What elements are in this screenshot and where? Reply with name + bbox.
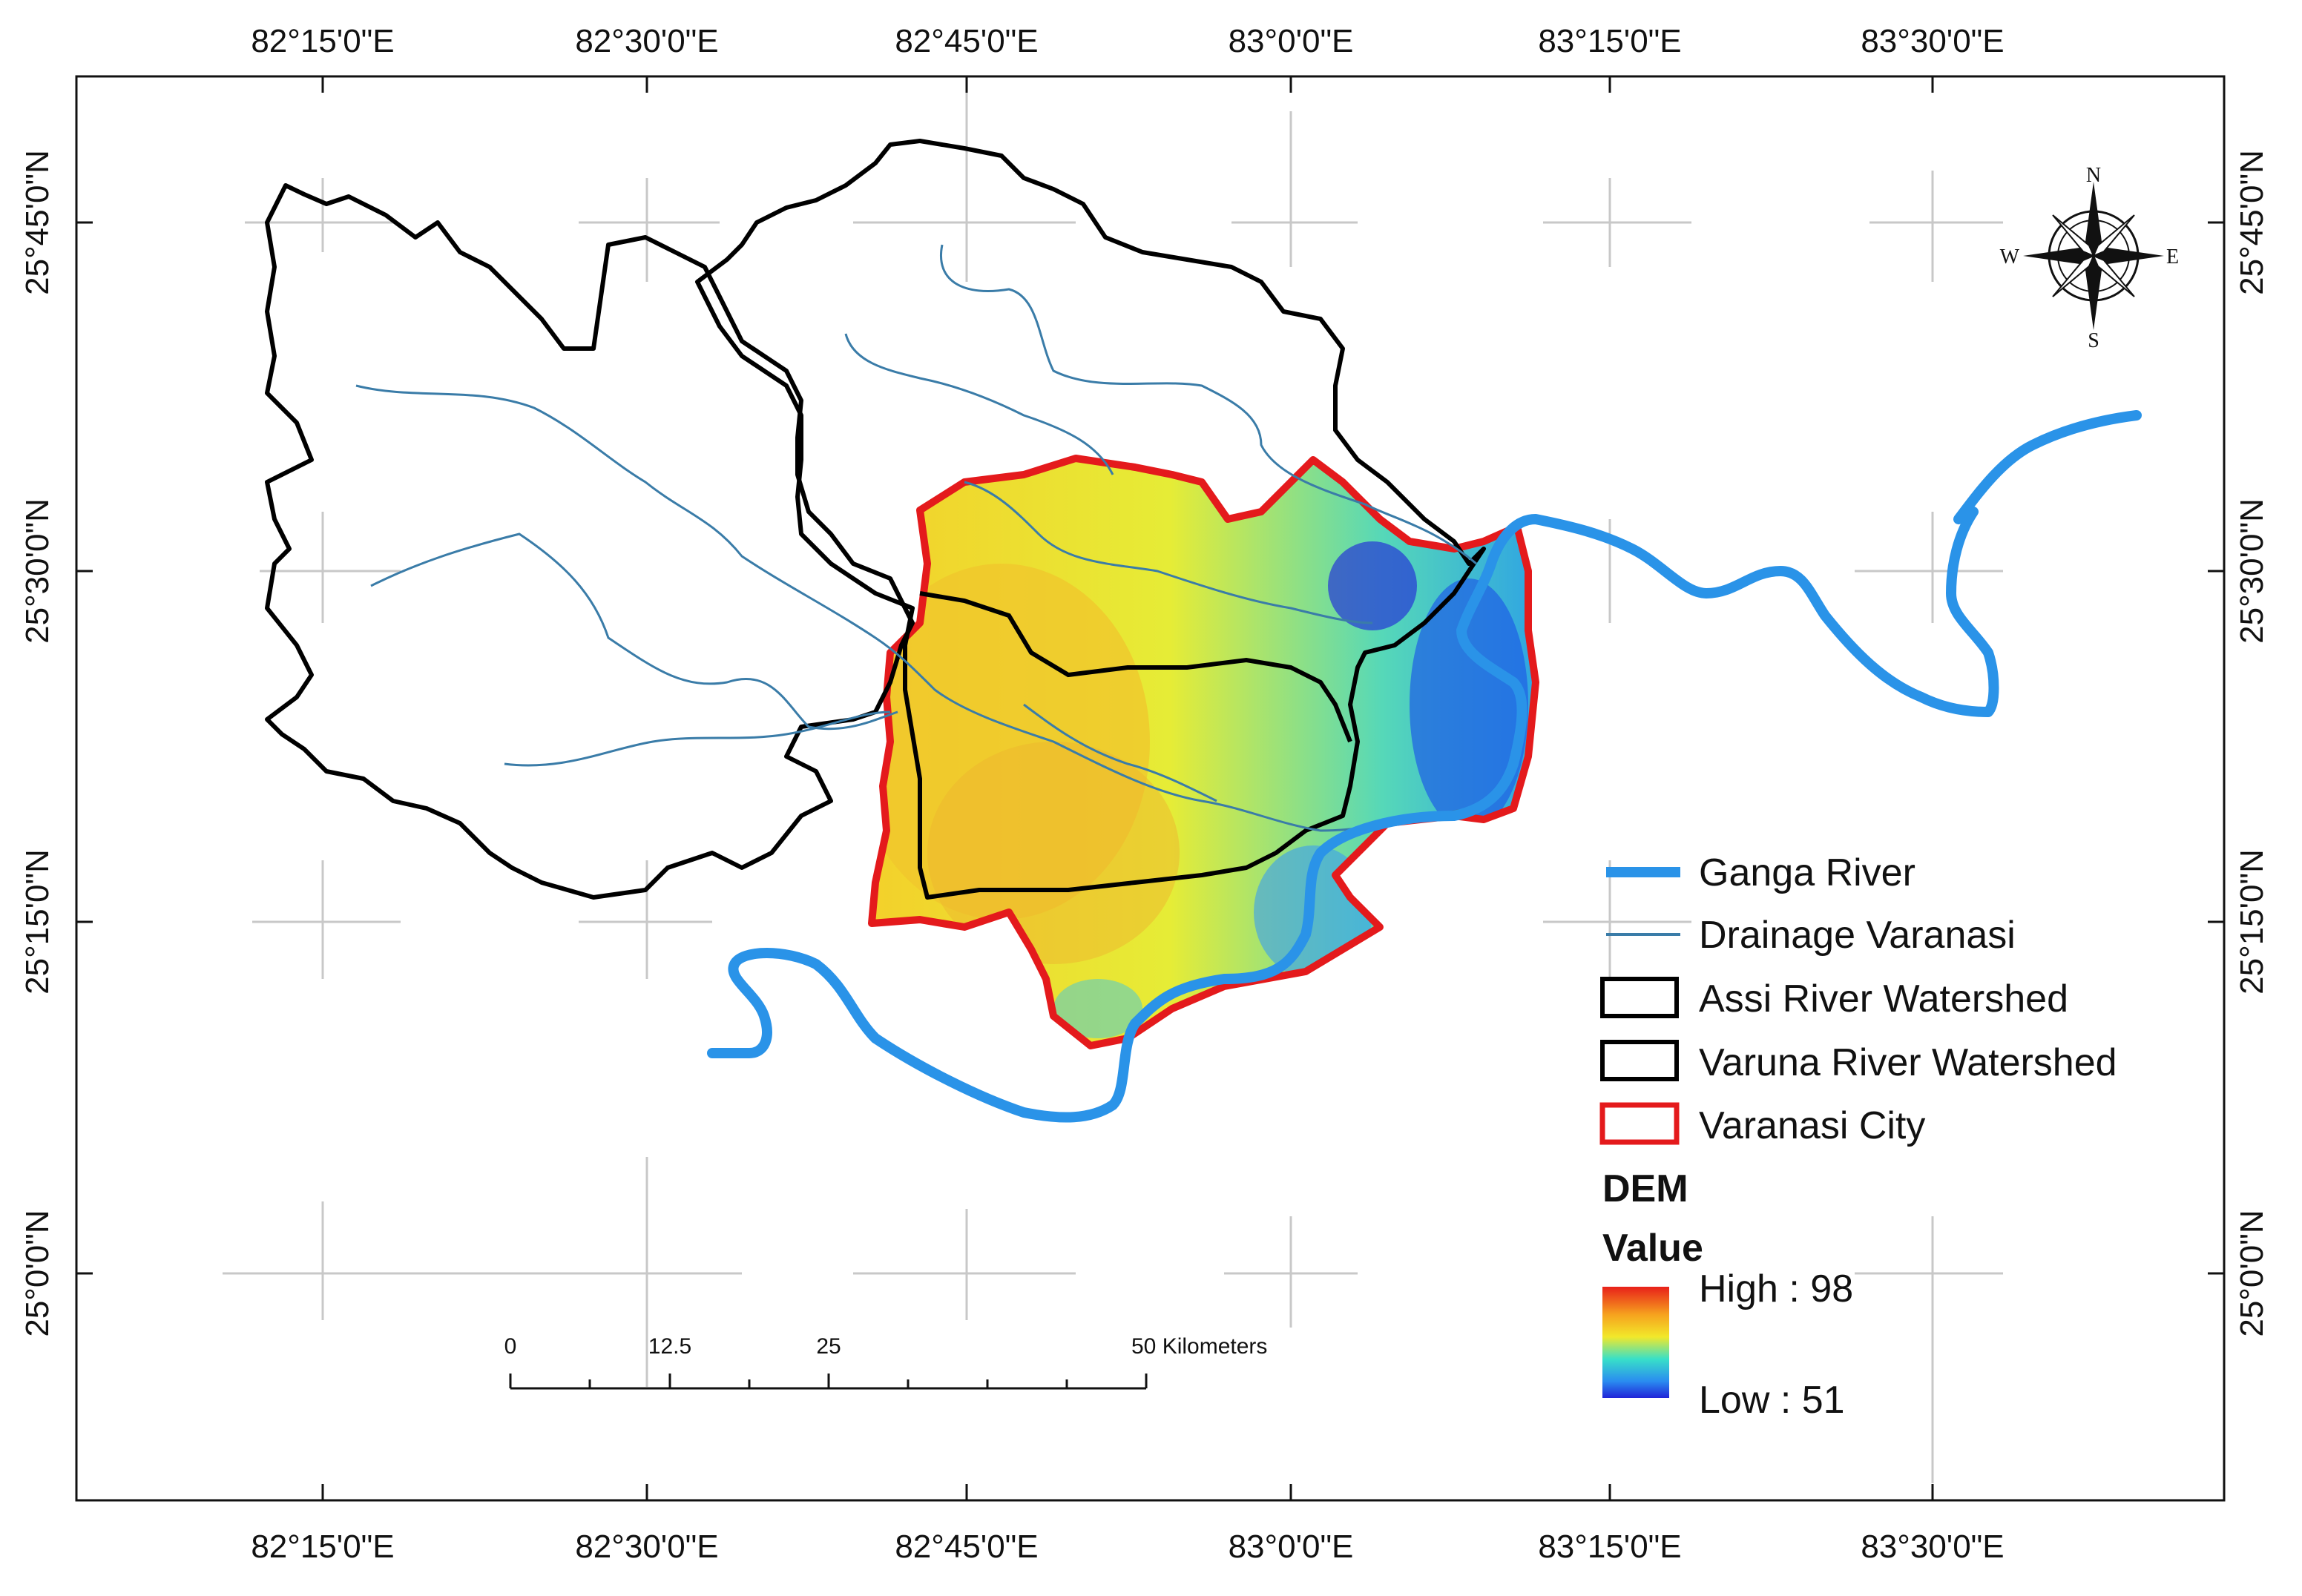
north-arrow-icon: N S E W [2000,164,2180,352]
top-lon-label: 83°0'0"E [1229,23,1354,59]
right-lat-label: 25°15'0"N [2234,849,2270,995]
frame-ticks [76,76,2224,1500]
top-lon-label: 82°45'0"E [895,23,1038,59]
compass-n: N [2086,164,2101,187]
top-lon-labels: 82°15'0"E 82°30'0"E 82°45'0"E 83°0'0"E 8… [251,23,2004,59]
legend-item-city: Varanasi City [1599,1102,1925,1147]
assi-watershed-boundary [265,183,915,900]
ganga-river [707,410,2142,1123]
right-lat-label: 25°30'0"N [2234,498,2270,644]
left-lat-label: 25°30'0"N [19,498,56,644]
drainage-network [355,244,1477,832]
legend: Ganga River Drainage Varanasi Assi River… [1599,851,2117,1422]
scale-label-50: 50 Kilometers [1131,1334,1267,1359]
legend-dem-title: DEM [1602,1167,1688,1210]
bottom-lon-label: 82°45'0"E [895,1529,1038,1565]
legend-low-label: Low : 51 [1699,1379,1845,1422]
scale-bar: 0 12.5 25 50 Kilometers [504,1334,1267,1390]
legend-label-ganga: Ganga River [1699,851,1915,894]
bottom-lon-label: 83°0'0"E [1229,1529,1354,1565]
legend-item-drainage: Drainage Varanasi [1606,914,2016,957]
legend-label-varuna: Varuna River Watershed [1699,1041,2117,1084]
compass-s: S [2088,329,2099,352]
bottom-lon-label: 83°30'0"E [1861,1529,2004,1565]
compass-w: W [2000,245,2020,268]
graticule-grid [223,89,2003,1483]
legend-high-label: High : 98 [1699,1267,1853,1310]
left-lat-label: 25°45'0"N [19,150,56,295]
legend-item-varuna: Varuna River Watershed [1600,1040,2117,1084]
scale-label-12-5: 12.5 [648,1334,691,1359]
watershed-internal-divide [919,591,1352,743]
scale-label-25: 25 [816,1334,841,1359]
right-lat-labels: 25°45'0"N 25°30'0"N 25°15'0"N 25°0'0"N [2234,150,2270,1337]
bottom-lon-label: 83°15'0"E [1538,1529,1681,1565]
legend-label-drainage: Drainage Varanasi [1699,914,2016,957]
bottom-lon-label: 82°15'0"E [251,1529,394,1565]
left-lat-label: 25°0'0"N [19,1210,56,1336]
bottom-lon-label: 82°30'0"E [575,1529,718,1565]
left-lat-label: 25°15'0"N [19,849,56,995]
legend-label-assi: Assi River Watershed [1699,977,2068,1020]
varuna-watershed-boundary [695,139,1486,900]
left-lat-labels: 25°45'0"N 25°30'0"N 25°15'0"N 25°0'0"N [19,150,56,1337]
dem-color-ramp [1602,1287,1669,1398]
top-lon-label: 82°30'0"E [575,23,718,59]
legend-value-title: Value [1602,1227,1703,1270]
scale-label-0: 0 [504,1334,517,1359]
legend-item-assi: Assi River Watershed [1600,977,2068,1020]
right-lat-label: 25°45'0"N [2234,150,2270,295]
top-lon-label: 83°15'0"E [1538,23,1681,59]
top-lon-label: 82°15'0"E [251,23,394,59]
legend-label-city: Varanasi City [1699,1104,1925,1147]
bottom-lon-labels: 82°15'0"E 82°30'0"E 82°45'0"E 83°0'0"E 8… [251,1529,2004,1565]
compass-e: E [2166,245,2179,268]
top-lon-label: 83°30'0"E [1861,23,2004,59]
legend-item-ganga: Ganga River [1606,851,1915,894]
right-lat-label: 25°0'0"N [2234,1210,2270,1336]
